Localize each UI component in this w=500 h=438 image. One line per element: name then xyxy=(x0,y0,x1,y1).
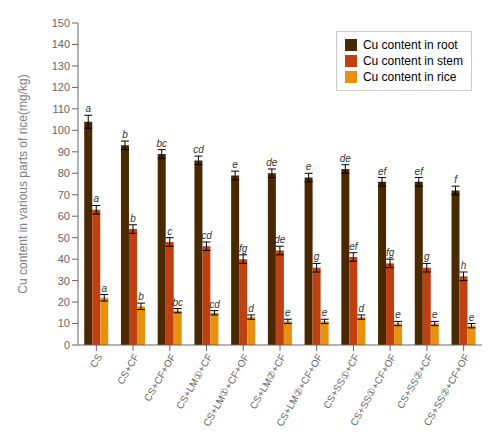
svg-text:e: e xyxy=(285,307,291,318)
svg-text:CS+SS②+CF: CS+SS②+CF xyxy=(395,352,435,411)
svg-text:CS+SS①+CF+OF: CS+SS①+CF+OF xyxy=(348,352,398,428)
svg-text:CS: CS xyxy=(88,352,105,370)
svg-text:g: g xyxy=(314,251,320,262)
svg-text:cd: cd xyxy=(209,299,220,310)
svg-text:CS+CF: CS+CF xyxy=(115,352,141,386)
svg-text:70: 70 xyxy=(58,189,70,201)
svg-text:CS+SS①+CF: CS+SS①+CF xyxy=(321,352,361,411)
svg-text:g: g xyxy=(424,251,430,262)
svg-text:a: a xyxy=(101,283,107,294)
svg-text:90: 90 xyxy=(58,146,70,158)
svg-text:fg: fg xyxy=(386,247,395,258)
svg-text:150: 150 xyxy=(52,17,70,29)
svg-text:CS+LM②+CF: CS+LM②+CF xyxy=(247,352,287,411)
html-text:Cu content in root: Cu content in root xyxy=(362,38,458,52)
svg-text:h: h xyxy=(461,260,467,271)
svg-text:b: b xyxy=(138,291,144,302)
svg-text:ef: ef xyxy=(415,166,425,177)
svg-text:CS+SS②+CF+OF: CS+SS②+CF+OF xyxy=(422,352,472,428)
svg-text:Cu content in various parts of: Cu content in various parts of rice(mg/k… xyxy=(16,74,30,293)
svg-text:c: c xyxy=(167,226,172,237)
svg-text:e: e xyxy=(432,309,438,320)
svg-text:de: de xyxy=(340,153,352,164)
svg-text:30: 30 xyxy=(58,275,70,287)
svg-text:d: d xyxy=(248,303,254,314)
svg-text:e: e xyxy=(395,309,401,320)
svg-text:e: e xyxy=(232,159,238,170)
svg-text:10: 10 xyxy=(58,317,70,329)
svg-text:CS+CF+OF: CS+CF+OF xyxy=(142,352,178,403)
svg-text:f: f xyxy=(454,174,458,185)
svg-text:100: 100 xyxy=(52,124,70,136)
svg-text:0: 0 xyxy=(64,339,70,351)
svg-text:d: d xyxy=(359,303,365,314)
svg-text:fg: fg xyxy=(239,243,248,254)
svg-text:b: b xyxy=(122,129,128,140)
svg-text:60: 60 xyxy=(58,210,70,222)
svg-text:ef: ef xyxy=(378,166,388,177)
svg-text:a: a xyxy=(93,193,99,204)
svg-text:a: a xyxy=(85,103,91,114)
svg-text:de: de xyxy=(266,157,278,168)
svg-text:20: 20 xyxy=(58,296,70,308)
svg-text:140: 140 xyxy=(52,38,70,50)
svg-text:40: 40 xyxy=(58,253,70,265)
svg-text:110: 110 xyxy=(52,103,70,115)
svg-text:cd: cd xyxy=(193,144,204,155)
svg-text:b: b xyxy=(130,213,136,224)
svg-text:CS+LM①+CF: CS+LM①+CF xyxy=(174,352,214,411)
svg-text:e: e xyxy=(469,312,475,323)
svg-text:e: e xyxy=(322,307,328,318)
svg-text:cd: cd xyxy=(201,230,212,241)
svg-text:de: de xyxy=(274,234,286,245)
svg-text:CS+LM②+CF+OF: CS+LM②+CF+OF xyxy=(274,352,324,428)
svg-text:bc: bc xyxy=(172,297,183,308)
html-text:Cu content in stem: Cu content in stem xyxy=(362,54,463,68)
svg-text:bc: bc xyxy=(156,138,167,149)
svg-text:50: 50 xyxy=(58,232,70,244)
svg-text:80: 80 xyxy=(58,167,70,179)
svg-text:120: 120 xyxy=(52,81,70,93)
svg-text:ef: ef xyxy=(349,241,359,252)
svg-text:130: 130 xyxy=(52,60,70,72)
svg-text:CS+LM①+CF+OF: CS+LM①+CF+OF xyxy=(201,352,251,428)
html-text:Cu content in rice: Cu content in rice xyxy=(362,70,457,84)
svg-text:e: e xyxy=(306,161,312,172)
